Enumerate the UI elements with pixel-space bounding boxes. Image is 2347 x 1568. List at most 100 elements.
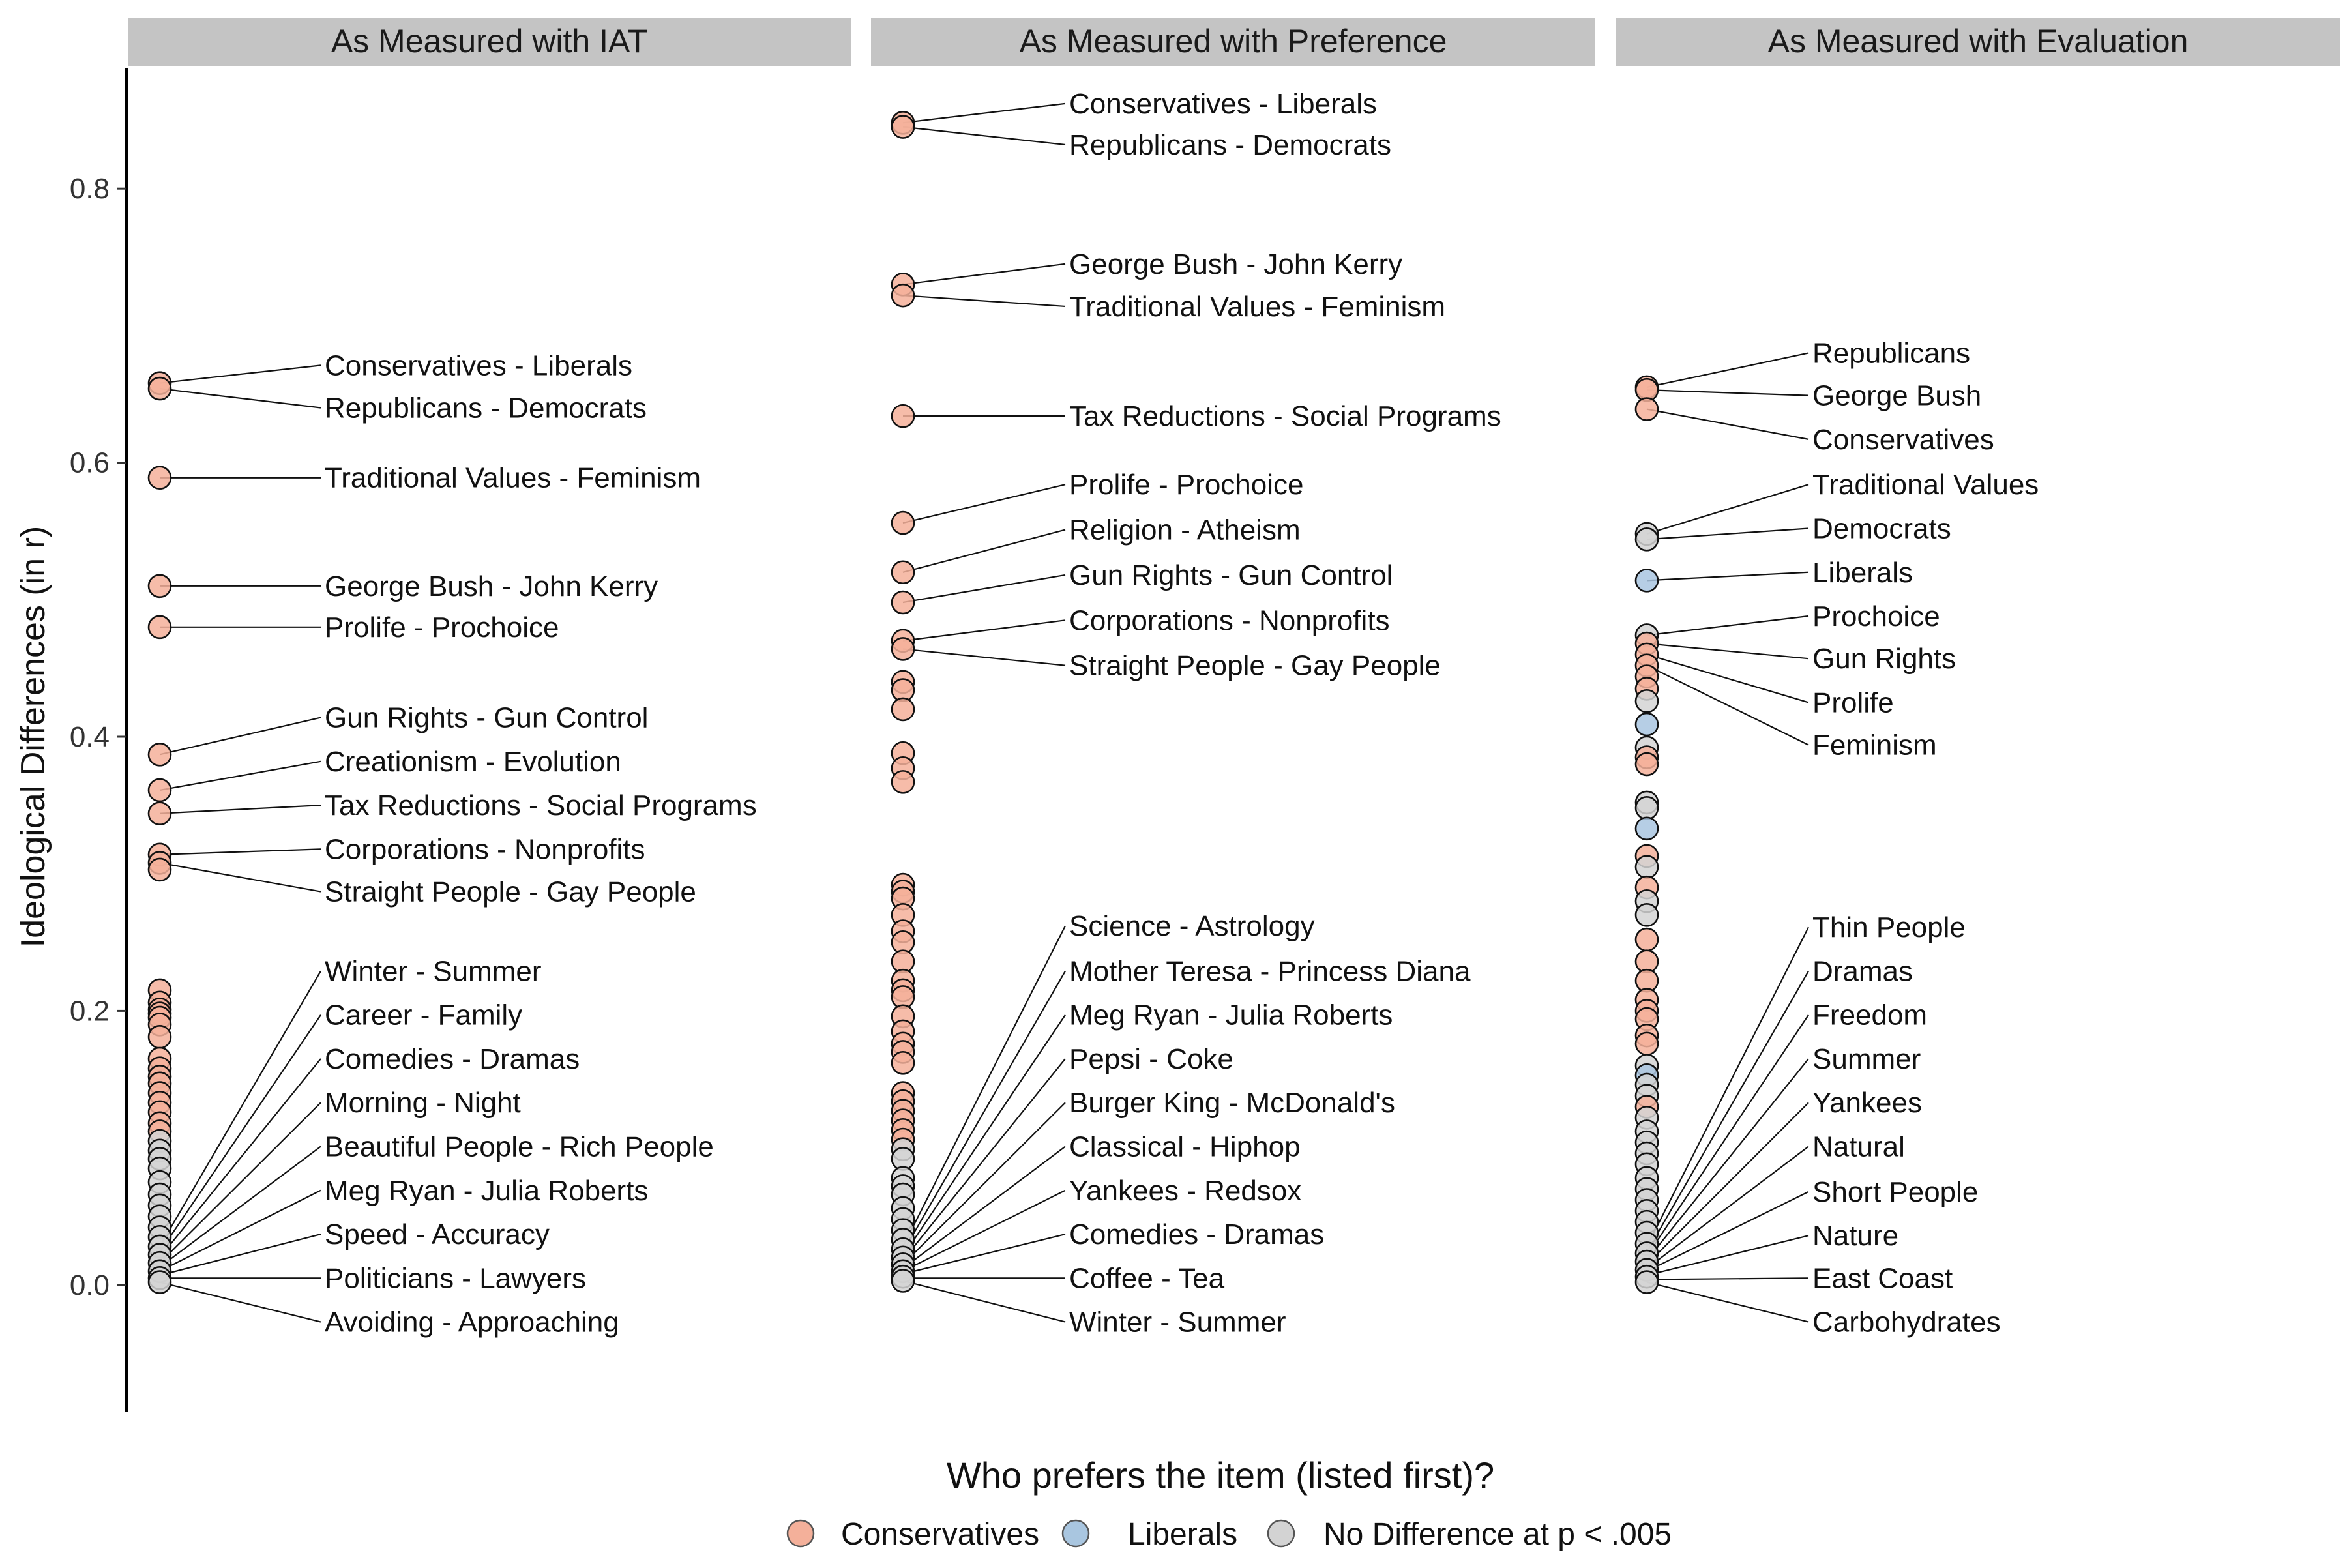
leader-line: [159, 848, 321, 855]
point-label: Traditional Values - Feminism: [325, 462, 701, 494]
point-label: Corporations - Nonprofits: [1069, 604, 1390, 636]
point-label: Nature: [1812, 1220, 1898, 1252]
leader-line: [902, 529, 1066, 573]
point-label: George Bush - John Kerry: [325, 570, 658, 602]
leader-line: [902, 574, 1066, 604]
point-label: Morning - Night: [325, 1087, 521, 1119]
leader-line: [1646, 389, 1809, 396]
leader-line: [1646, 642, 1809, 660]
point-label: Conservatives - Liberals: [1069, 88, 1377, 120]
point-label: Prolife - Prochoice: [1069, 469, 1303, 501]
data-point: [891, 1050, 915, 1075]
data-point: [1634, 1270, 1659, 1294]
leader-line: [1646, 926, 1809, 1247]
leader-line: [159, 1102, 321, 1264]
leader-line: [159, 1058, 321, 1258]
leader-line: [902, 1058, 1066, 1261]
leader-line: [902, 925, 1066, 1247]
legend-swatch: [1061, 1519, 1090, 1548]
point-label: Republicans - Democrats: [325, 392, 647, 424]
leader-line: [159, 1014, 321, 1252]
data-point: [891, 697, 915, 722]
leader-line: [159, 1281, 321, 1323]
point-label: East Coast: [1812, 1262, 1953, 1294]
leader-line: [159, 1233, 321, 1277]
leader-line: [902, 126, 1066, 146]
legend-title: Who prefers the item (listed first)?: [947, 1455, 1494, 1496]
leader-line: [902, 1233, 1066, 1275]
panel-strip-1: [128, 18, 851, 66]
point-label: Carbohydrates: [1812, 1307, 2001, 1339]
data-point: [147, 778, 172, 803]
panel-title-3: As Measured with Evaluation: [1768, 23, 2189, 59]
leader-line: [159, 760, 321, 791]
point-label: Speed - Accuracy: [325, 1219, 550, 1250]
point-label: Winter - Summer: [325, 955, 541, 987]
data-point: [891, 637, 915, 661]
leader-line: [902, 1102, 1066, 1265]
legend-label: Liberals: [1128, 1517, 1237, 1552]
point-label: Comedies - Dramas: [1069, 1219, 1324, 1250]
point-label: Career - Family: [325, 999, 522, 1031]
y-tick-label: 0.8: [70, 173, 110, 205]
legend-label: No Difference at p < .005: [1323, 1517, 1672, 1552]
leader-line: [902, 970, 1066, 1252]
y-axis-title: Ideological Differences (in r): [14, 526, 52, 947]
y-tick-label: 0.0: [70, 1269, 110, 1301]
data-point: [147, 1025, 172, 1049]
data-point: [147, 743, 172, 767]
point-label: Traditional Values: [1812, 469, 2039, 501]
point-label: Religion - Atheism: [1069, 514, 1301, 546]
point-label: Creationism - Evolution: [325, 746, 621, 778]
leader-line: [902, 102, 1066, 124]
y-tick-label: 0.4: [70, 721, 110, 753]
point-label: Gun Rights - Gun Control: [1069, 559, 1393, 591]
data-point: [891, 560, 915, 585]
leader-line: [1646, 1058, 1809, 1261]
leader-line: [902, 648, 1066, 666]
data-point: [1634, 712, 1659, 737]
panel-title-2: As Measured with Preference: [1020, 23, 1447, 59]
data-point: [891, 404, 915, 428]
point-label: George Bush - John Kerry: [1069, 248, 1402, 280]
point-label: Politicians - Lawyers: [325, 1262, 586, 1294]
leader-line: [1646, 1014, 1809, 1257]
leader-line: [1646, 527, 1809, 540]
point-label: Prochoice: [1812, 600, 1940, 632]
leader-line: [159, 970, 321, 1247]
leader-line: [1646, 1191, 1809, 1272]
panel-title-1: As Measured with IAT: [331, 23, 647, 59]
y-tick-label: 0.2: [70, 995, 110, 1027]
leader-line: [902, 1146, 1066, 1269]
legend-label: Conservatives: [841, 1517, 1039, 1552]
leader-line: [902, 484, 1066, 524]
point-label: George Bush: [1812, 380, 1981, 412]
point-label: Coffee - Tea: [1069, 1262, 1225, 1294]
point-label: Winter - Summer: [1069, 1307, 1286, 1339]
data-point: [1634, 855, 1659, 879]
point-label: Straight People - Gay People: [1069, 650, 1441, 682]
point-label: Tax Reductions - Social Programs: [1069, 400, 1501, 432]
leader-line: [1646, 408, 1809, 440]
point-label: Conservatives - Liberals: [325, 349, 632, 381]
leader-line: [159, 717, 321, 756]
data-point: [1634, 816, 1659, 841]
point-label: Mother Teresa - Princess Diana: [1069, 955, 1471, 987]
leader-line: [902, 619, 1066, 642]
point-label: Pepsi - Coke: [1069, 1043, 1233, 1075]
leader-line: [1646, 1235, 1809, 1277]
point-label: Dramas: [1812, 955, 1913, 987]
point-label: Short People: [1812, 1176, 1978, 1208]
leader-line: [902, 263, 1066, 286]
leader-line: [902, 295, 1066, 308]
point-label: Yankees - Redsox: [1069, 1175, 1301, 1207]
data-point: [1634, 569, 1659, 593]
data-point: [891, 115, 915, 139]
data-point: [891, 770, 915, 794]
point-label: Prolife - Prochoice: [325, 612, 559, 643]
data-point: [1634, 796, 1659, 820]
legend-swatch: [1267, 1519, 1295, 1548]
point-label: Meg Ryan - Julia Roberts: [325, 1175, 648, 1207]
point-label: Gun Rights: [1812, 643, 1956, 675]
leader-line: [1646, 1146, 1809, 1269]
